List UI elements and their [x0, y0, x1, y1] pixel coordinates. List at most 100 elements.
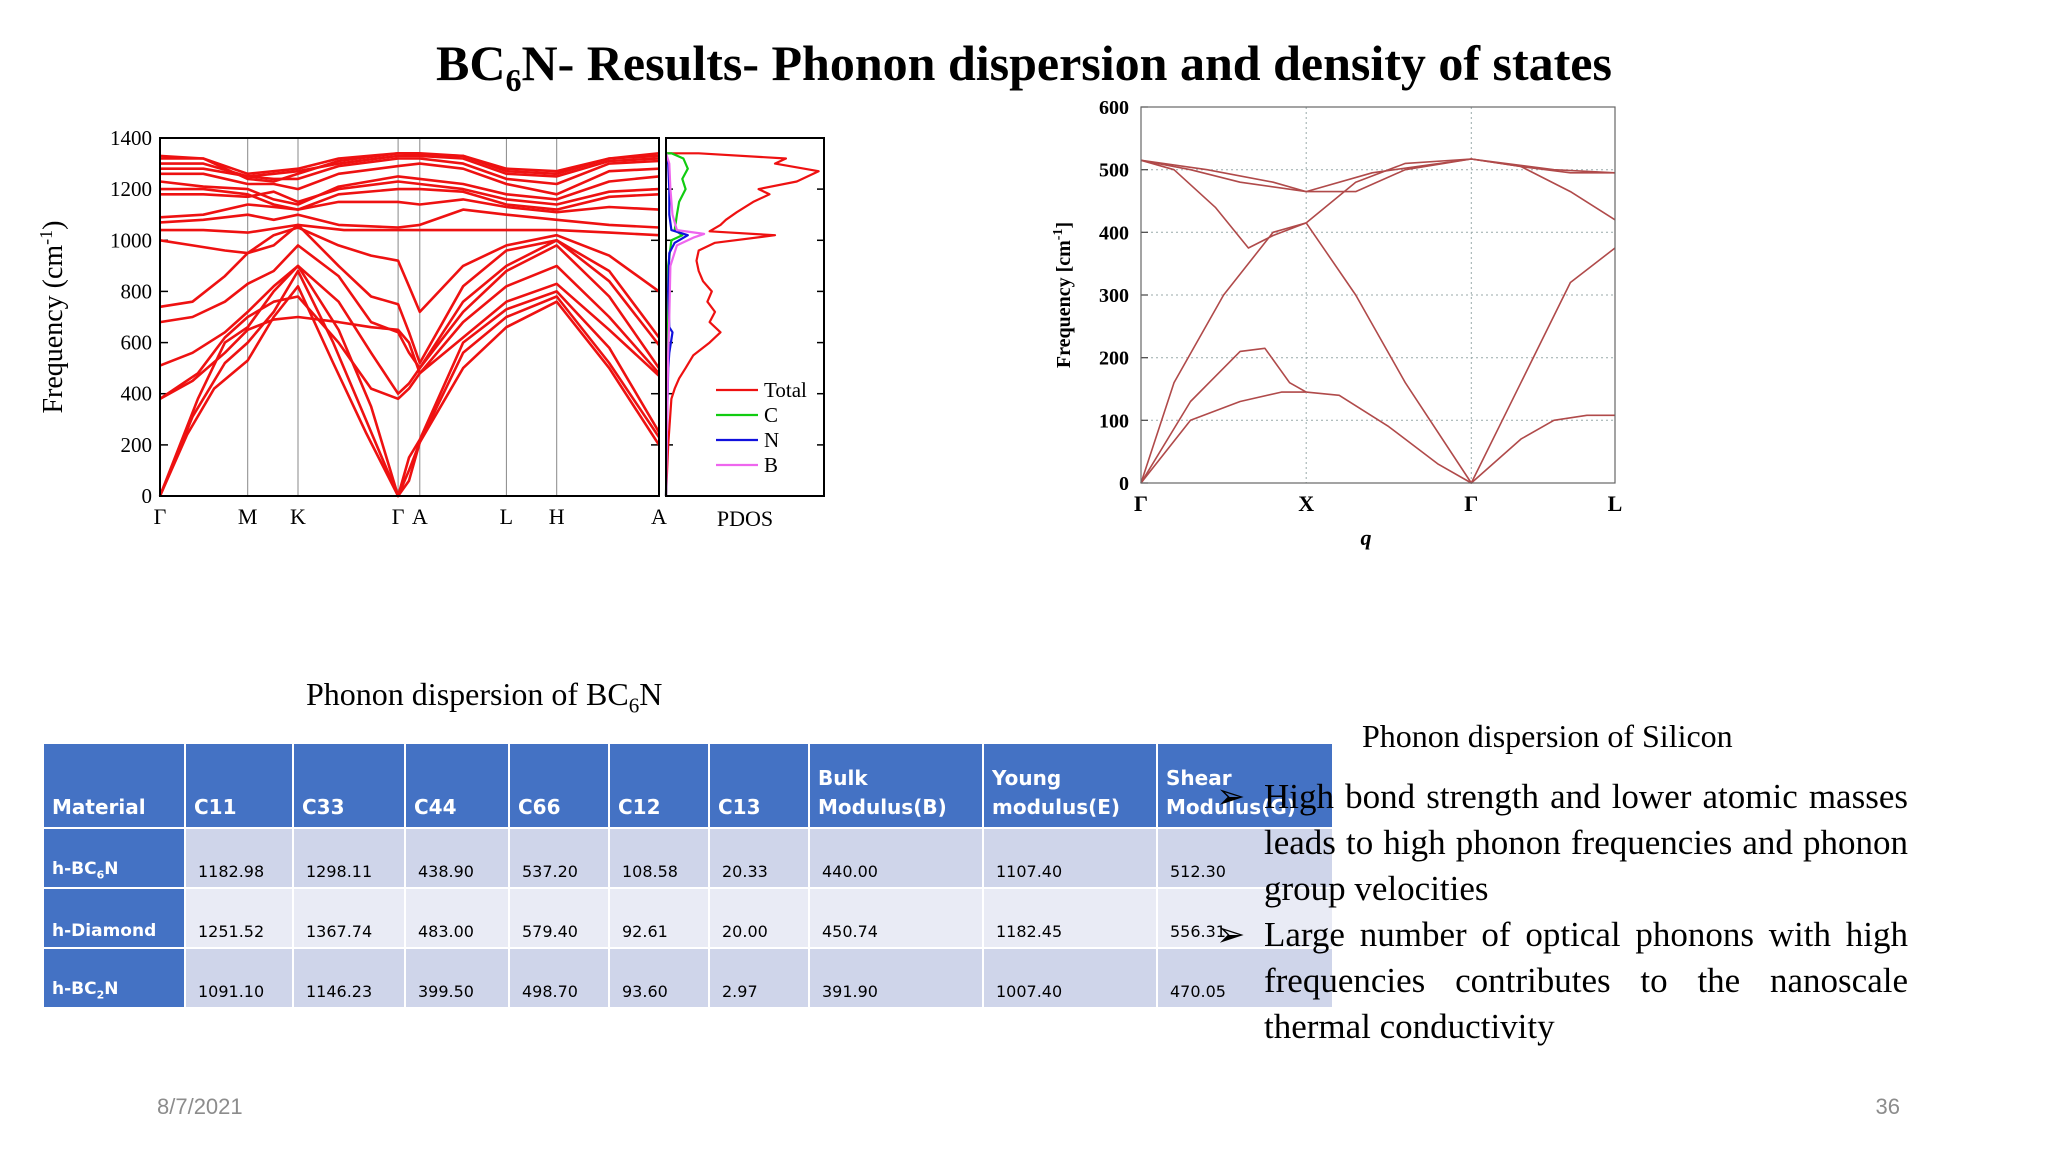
legend-label: N: [764, 428, 779, 452]
legend-label: C: [764, 403, 778, 427]
table-cell: 399.50: [404, 947, 510, 1009]
table-cell: 20.00: [708, 887, 810, 949]
table-cell: 579.40: [508, 887, 610, 949]
phonon-branch-line: [159, 226, 660, 314]
material-cell: h-Diamond: [42, 887, 186, 949]
y-tick-label: 400: [1099, 222, 1129, 244]
table-cell: 1107.40: [982, 827, 1158, 889]
table-row: h-Diamond 1251.52 1367.74 483.00 579.40 92.61…: [42, 887, 1334, 949]
phonon-branch-line: [158, 264, 661, 498]
table-header-row: Material C11 C33 C44 C66 C12 C13 Bulk Modulus(B)…: [42, 742, 1334, 829]
table-row: h-BC6N 1182.98 1298.11 438.90 537.20 108.58 20…: [42, 827, 1334, 889]
slide-page-number: 36: [1875, 1094, 1900, 1119]
slide-title: BC6N- Results- Phonon dispersion and den…: [436, 35, 1612, 98]
table-cell: 1182.98: [184, 827, 294, 889]
x-tick-label: L: [500, 504, 513, 529]
table-cell: 1367.74: [292, 887, 406, 949]
table-header-cell: C11: [184, 742, 294, 829]
table-cell: 512.30: [1156, 827, 1334, 889]
table-cell: 498.70: [508, 947, 610, 1009]
silicon-phonon-dispersion-chart: 0 100 200 300 400 500 600 Γ X Γ Lq Frequency [cm-1]: [1051, 97, 1623, 550]
bullet-item: ➢ Large number of optical phonons with hi…: [1216, 912, 1908, 1050]
y-tick-label: 100: [1099, 410, 1129, 432]
table-cell: 438.90: [404, 827, 510, 889]
table-cell: 1007.40: [982, 947, 1158, 1009]
phonon-branch-line: [1140, 391, 1615, 484]
table-cell: 108.58: [608, 827, 710, 889]
y-tick-label: 800: [121, 279, 153, 303]
bullet-list: ➢ High bond strength and lower atomic mas…: [1216, 774, 1908, 1050]
table-header-cell: Young modulus(E): [982, 742, 1158, 829]
y-tick-label: 600: [1099, 97, 1129, 119]
table-cell: 92.61: [608, 887, 710, 949]
y-tick-label: 1000: [110, 228, 152, 252]
y-tick-label: 200: [1099, 348, 1129, 370]
table-cell: 20.33: [708, 827, 810, 889]
phonon-branch-line: [159, 152, 660, 176]
x-tick-label: H: [549, 504, 565, 529]
phonon-branch-line: [1140, 158, 1615, 193]
y-tick-label: 1200: [110, 177, 152, 201]
phonon-branch-line: [158, 269, 661, 498]
x-tick-label: A: [651, 504, 667, 529]
phonon-branch-line: [160, 162, 660, 196]
bc6n-chart-caption: Phonon dispersion of BC6N: [306, 676, 663, 718]
table-cell: 537.20: [508, 827, 610, 889]
y-tick-label: 1400: [110, 126, 152, 150]
table-cell: 470.05: [1156, 947, 1334, 1009]
x-tick-label: Γ: [1464, 491, 1478, 516]
phonon-branch-line: [159, 198, 660, 219]
silicon-chart-caption: Phonon dispersion of Silicon: [1362, 718, 1733, 754]
x-tick-label: A: [412, 504, 428, 529]
y-tick-label: 500: [1099, 160, 1129, 182]
table-cell: 1091.10: [184, 947, 294, 1009]
table-cell: 483.00: [404, 887, 510, 949]
y-tick-label: 600: [121, 331, 153, 355]
phonon-branch-line: [1140, 158, 1616, 193]
pdos-line-b: [664, 152, 706, 497]
table-cell: 450.74: [808, 887, 984, 949]
y-tick-label: 400: [121, 382, 153, 406]
phonon-branch-line: [159, 239, 661, 370]
table-cell: 1146.23: [292, 947, 406, 1009]
pdos-x-label: PDOS: [717, 506, 773, 531]
phonon-branch-line: [159, 264, 660, 401]
table-cell: 1182.45: [982, 887, 1158, 949]
arrow-bullet-icon: ➢: [1216, 915, 1246, 954]
bc6n-phonon-dispersion-chart: Γ M K Γ A L H A0200400600800100012001400Frequen…: [36, 126, 825, 531]
phonon-branch-line: [160, 180, 660, 206]
x-tick-label: L: [1608, 491, 1623, 516]
table-cell: 2.97: [708, 947, 810, 1009]
x-tick-label: Γ: [1134, 491, 1148, 516]
table-header-cell: C12: [608, 742, 710, 829]
material-cell: h-BC2N: [42, 947, 186, 1009]
y-axis-label: Frequency [cm-1]: [1051, 222, 1075, 368]
table-row: h-BC2N 1091.10 1146.23 399.50 498.70 93.60 2.9…: [42, 947, 1334, 1009]
table-header-cell: C66: [508, 742, 610, 829]
phonon-branch-line: [1140, 158, 1616, 249]
legend-label: Total: [764, 378, 807, 402]
phonon-branch-line: [159, 223, 661, 365]
legend-label: B: [764, 453, 778, 477]
phonon-branch-line: [1140, 222, 1616, 484]
table-cell: 93.60: [608, 947, 710, 1009]
material-cell: h-BC6N: [42, 827, 186, 889]
table-cell: 440.00: [808, 827, 984, 889]
slide-date: 8/7/2021: [157, 1094, 243, 1119]
phonon-branch-line: [159, 175, 660, 206]
table-cell: 391.90: [808, 947, 984, 1009]
x-tick-label: Γ: [154, 504, 167, 529]
pdos-line-total: [664, 152, 820, 497]
table-header-cell: Material: [42, 742, 186, 829]
y-tick-label: 0: [1119, 473, 1129, 495]
arrow-bullet-icon: ➢: [1216, 777, 1246, 816]
phonon-branch-line: [160, 187, 660, 211]
y-tick-label: 300: [1099, 285, 1129, 307]
phonon-branch-line: [1140, 347, 1307, 484]
phonon-branch-line: [160, 223, 660, 237]
plot-frame: [159, 137, 660, 497]
phonon-branch-line: [159, 244, 661, 395]
table-header-cell: C33: [292, 742, 406, 829]
pdos-frame: [665, 137, 825, 497]
x-tick-label: K: [290, 504, 306, 529]
